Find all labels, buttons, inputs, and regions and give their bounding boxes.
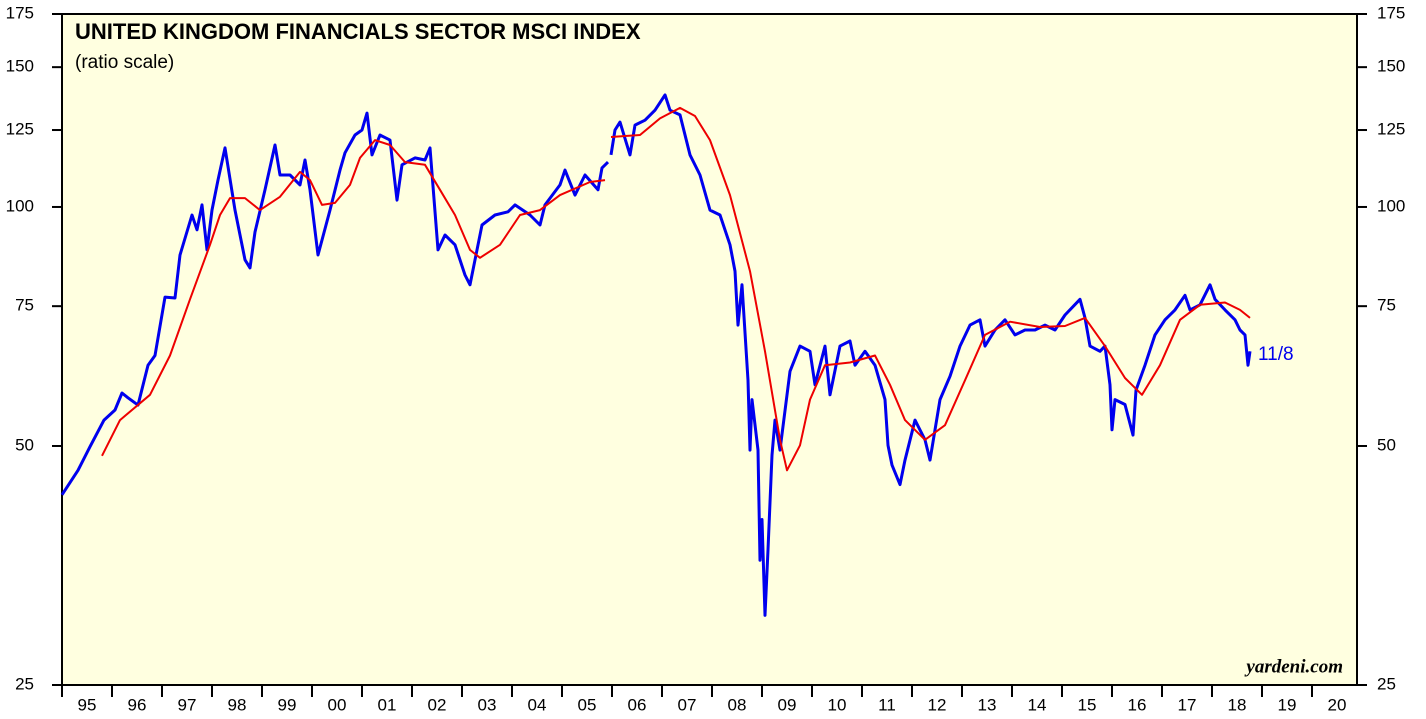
x-tick-label: 09 <box>778 695 797 714</box>
x-tick-label: 11 <box>878 695 896 714</box>
y-tick-label: 125 <box>6 120 34 139</box>
y-tick-label: 100 <box>6 196 34 215</box>
x-tick-label: 10 <box>828 695 847 714</box>
x-tick-label: 99 <box>278 695 297 714</box>
y-tick-label: 75 <box>15 296 34 315</box>
x-tick-label: 17 <box>1178 695 1197 714</box>
x-tick-label: 04 <box>528 695 547 714</box>
x-tick-label: 02 <box>428 695 447 714</box>
x-tick-label: 15 <box>1078 695 1097 714</box>
y-tick-label: 25 <box>15 674 34 693</box>
series-line <box>60 93 1252 617</box>
marks <box>60 93 1252 617</box>
y-tick-label: 150 <box>6 57 34 76</box>
source: yardeni.com <box>1244 656 1343 677</box>
y2-tick-label: 125 <box>1377 120 1405 139</box>
x-tick-label: 08 <box>728 695 747 714</box>
y2-tick-label: 150 <box>1377 57 1405 76</box>
x-tick-label: 03 <box>478 695 497 714</box>
x-tick-label: 00 <box>328 695 347 714</box>
x-tick-label: 16 <box>1128 695 1147 714</box>
x-tick-label: 06 <box>628 695 647 714</box>
x-tick-label: 12 <box>928 695 947 714</box>
x-tick-label: 13 <box>978 695 997 714</box>
x-tick-label: 18 <box>1228 695 1247 714</box>
x-tick-label: 05 <box>578 695 597 714</box>
series-line <box>101 106 1251 472</box>
x-tick-label: 96 <box>128 695 147 714</box>
x-tick-label: 14 <box>1028 695 1047 714</box>
x-tick-label: 07 <box>678 695 697 714</box>
x-tick-label: 98 <box>228 695 247 714</box>
annotation: 11/8 <box>1258 344 1294 365</box>
x-tick-label: 97 <box>178 695 197 714</box>
y2-tick-label: 75 <box>1377 296 1396 315</box>
chart-title: UNITED KINGDOM FINANCIALS SECTOR MSCI IN… <box>75 19 641 44</box>
y2-tick-label: 100 <box>1377 196 1405 215</box>
y2-tick-label: 175 <box>1377 3 1405 22</box>
plot-area <box>61 13 1358 686</box>
y-tick-label: 175 <box>6 3 34 22</box>
chart-subtitle: (ratio scale) <box>75 52 174 73</box>
x-tick-label: 19 <box>1278 695 1297 714</box>
y2-tick-label: 25 <box>1377 674 1396 693</box>
y2-tick-label: 50 <box>1377 435 1396 454</box>
y-tick-label: 50 <box>15 435 34 454</box>
x-tick-label: 95 <box>78 695 97 714</box>
x-tick-label: 20 <box>1328 695 1347 714</box>
x-tick-label: 01 <box>378 695 397 714</box>
